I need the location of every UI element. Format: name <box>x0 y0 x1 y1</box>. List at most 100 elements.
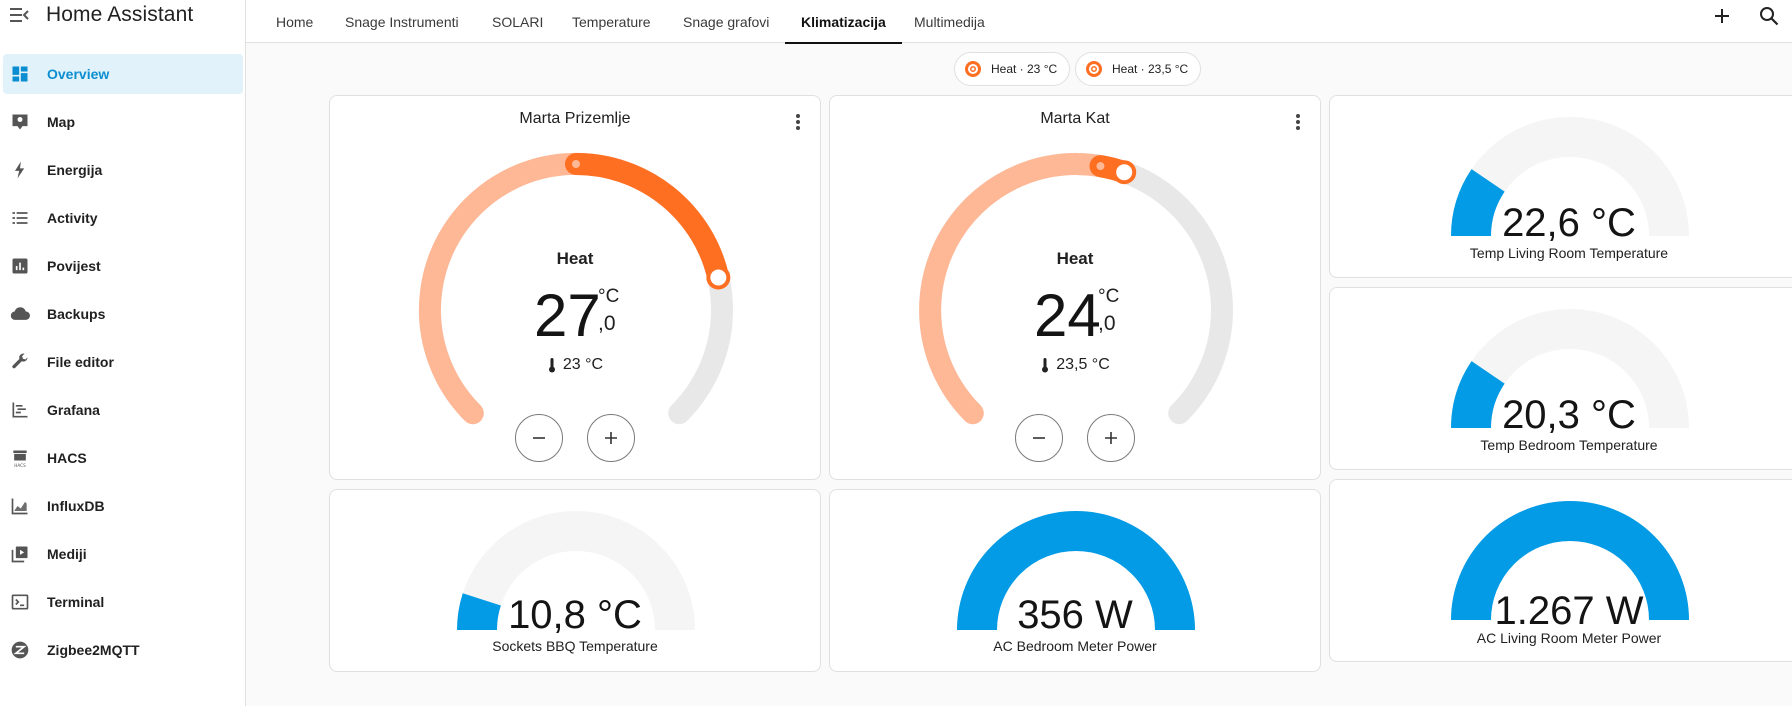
gauge-name: AC Living Room Meter Power <box>1476 630 1662 646</box>
gauge-fill <box>456 593 502 631</box>
sidebar-item-file-editor[interactable]: File editor <box>3 342 243 382</box>
menu-open-icon <box>10 8 29 22</box>
sidebar-item-zigbee2mqtt[interactable]: Zigbee2MQTT <box>3 630 243 670</box>
tab-snage-instrumenti[interactable]: Snage Instrumenti <box>345 0 459 43</box>
card-menu-button[interactable] <box>788 110 808 134</box>
chart-timeline-icon <box>8 398 32 422</box>
minus-icon <box>533 437 545 439</box>
tab-label: SOLARI <box>492 13 544 30</box>
target-temp-unit: °C <box>598 286 620 307</box>
dots-vertical-icon <box>1296 114 1300 130</box>
sidebar-item-activity[interactable]: Activity <box>3 198 243 238</box>
gauge-value: 22,6 °C <box>1502 201 1636 245</box>
sidebar-item-terminal[interactable]: Terminal <box>3 582 243 622</box>
thermostat-chip-kat[interactable]: Heat · 23,5 °C <box>1075 52 1202 86</box>
thermometer-icon <box>1042 358 1049 373</box>
sidebar-item-overview[interactable]: Overview <box>3 54 243 94</box>
sidebar-item-label: File editor <box>47 354 114 370</box>
target-temp-integer: 24 <box>1034 282 1101 349</box>
thermostat-dial[interactable] <box>330 96 821 480</box>
card-title: Marta Prizemlje <box>519 110 631 127</box>
current-temp-marker <box>572 160 580 168</box>
plus-icon <box>1105 432 1117 444</box>
gauge-name: AC Bedroom Meter Power <box>993 638 1157 654</box>
active-tab-indicator <box>785 42 902 44</box>
gauge-value: 356 W <box>1017 593 1133 637</box>
sidebar-item-hacs[interactable]: HACS HACS <box>3 438 243 478</box>
gauge-track <box>457 511 695 631</box>
increase-temp-button[interactable] <box>1087 414 1135 462</box>
sidebar-item-grafana[interactable]: Grafana <box>3 390 243 430</box>
tab-label: Home <box>276 13 314 30</box>
current-temp-marker <box>1096 162 1105 171</box>
tab-home[interactable]: Home <box>276 0 313 43</box>
sidebar-item-map[interactable]: Map <box>3 102 243 142</box>
chip-label: Heat · 23 °C <box>991 62 1058 76</box>
sidebar-item-label: Overview <box>47 66 110 82</box>
view-dashboard-icon <box>8 62 32 86</box>
gauge-name: Temp Bedroom Temperature <box>1480 437 1658 453</box>
format-list-bulleted-icon <box>8 206 32 230</box>
gauge-value: 10,8 °C <box>508 593 642 637</box>
gauge-card-living-room-power[interactable]: 1.267 W AC Living Room Meter Power <box>1329 479 1792 662</box>
target-handle[interactable] <box>1112 160 1137 185</box>
current-temp-value: 23 °C <box>562 356 604 373</box>
sidebar-item-influxdb[interactable]: InfluxDB <box>3 486 243 526</box>
app-title: Home Assistant <box>46 3 194 26</box>
thermostat-dial[interactable] <box>830 96 1321 480</box>
search-button[interactable] <box>1756 3 1782 29</box>
target-temp-integer: 27 <box>534 282 601 349</box>
cloud-icon <box>8 302 32 326</box>
sidebar-item-mediji[interactable]: Mediji <box>3 534 243 574</box>
sidebar-item-label: Terminal <box>47 594 105 610</box>
top-bar: Home Snage Instrumenti SOLARI Temperatur… <box>246 0 1792 44</box>
tab-label: Klimatizacija <box>801 13 886 30</box>
gauge-fill <box>1451 361 1506 429</box>
tab-multimedija[interactable]: Multimedija <box>914 0 985 43</box>
decrease-temp-button[interactable] <box>1015 414 1063 462</box>
decrease-temp-button[interactable] <box>515 414 563 462</box>
sidebar-item-label: Backups <box>47 306 106 322</box>
minus-icon <box>1033 437 1045 439</box>
thermostat-card-marta-prizemlje: Marta Prizemlje Heat 27 °C ,0 23 °C <box>329 95 821 480</box>
gauge-name: Temp Living Room Temperature <box>1469 245 1669 261</box>
sidebar-item-backups[interactable]: Backups <box>3 294 243 334</box>
fire-circle-icon <box>1086 61 1102 77</box>
gauge-dial <box>1451 309 1689 429</box>
tab-solari[interactable]: SOLARI <box>492 0 543 43</box>
gauge-dial <box>957 511 1195 631</box>
tab-snage-grafovi[interactable]: Snage grafovi <box>683 0 769 43</box>
gauge-card-living-room-temperature[interactable]: 22,6 °C Temp Living Room Temperature <box>1329 95 1792 278</box>
sidebar-item-label: Map <box>47 114 75 130</box>
gauge-card-bedroom-temperature[interactable]: 20,3 °C Temp Bedroom Temperature <box>1329 287 1792 470</box>
thermostat-chip-prizemlje[interactable]: Heat · 23 °C <box>954 52 1071 86</box>
gauge-card-bbq-temperature[interactable]: 10,8 °C Sockets BBQ Temperature <box>329 489 821 672</box>
add-button[interactable] <box>1709 3 1735 29</box>
sidebar-header: Home Assistant <box>0 0 246 36</box>
gauge-fill <box>1451 501 1689 621</box>
card-menu-button[interactable] <box>1288 110 1308 134</box>
tab-label: Multimedija <box>914 13 985 30</box>
chart-areaspline-icon <box>8 494 32 518</box>
target-temp-decimal: ,0 <box>598 312 616 335</box>
target-handle[interactable] <box>706 265 731 290</box>
thermometer-icon <box>548 358 555 373</box>
card-title: Marta Kat <box>1040 110 1110 127</box>
tab-label: Snage grafovi <box>683 13 770 30</box>
search-icon <box>1760 7 1779 26</box>
target-temp-decimal: ,0 <box>1098 312 1116 335</box>
current-temp: 23,5 °C <box>830 356 1320 374</box>
sidebar-item-label: Energija <box>47 162 103 178</box>
sidebar-item-energija[interactable]: Energija <box>3 150 243 190</box>
menu-toggle-button[interactable] <box>6 2 32 28</box>
tab-klimatizacija[interactable]: Klimatizacija <box>785 0 902 44</box>
tab-label: Temperature <box>572 13 651 30</box>
sidebar-item-povijest[interactable]: Povijest <box>3 246 243 286</box>
gauge-card-bedroom-power[interactable]: 356 W AC Bedroom Meter Power <box>829 489 1321 672</box>
current-temp: 23 °C <box>330 356 820 374</box>
gauge-fill <box>957 511 1195 631</box>
tab-temperature[interactable]: Temperature <box>572 0 651 43</box>
current-temp-value: 23,5 °C <box>1056 356 1110 373</box>
gauge-fill <box>1451 169 1506 237</box>
increase-temp-button[interactable] <box>587 414 635 462</box>
